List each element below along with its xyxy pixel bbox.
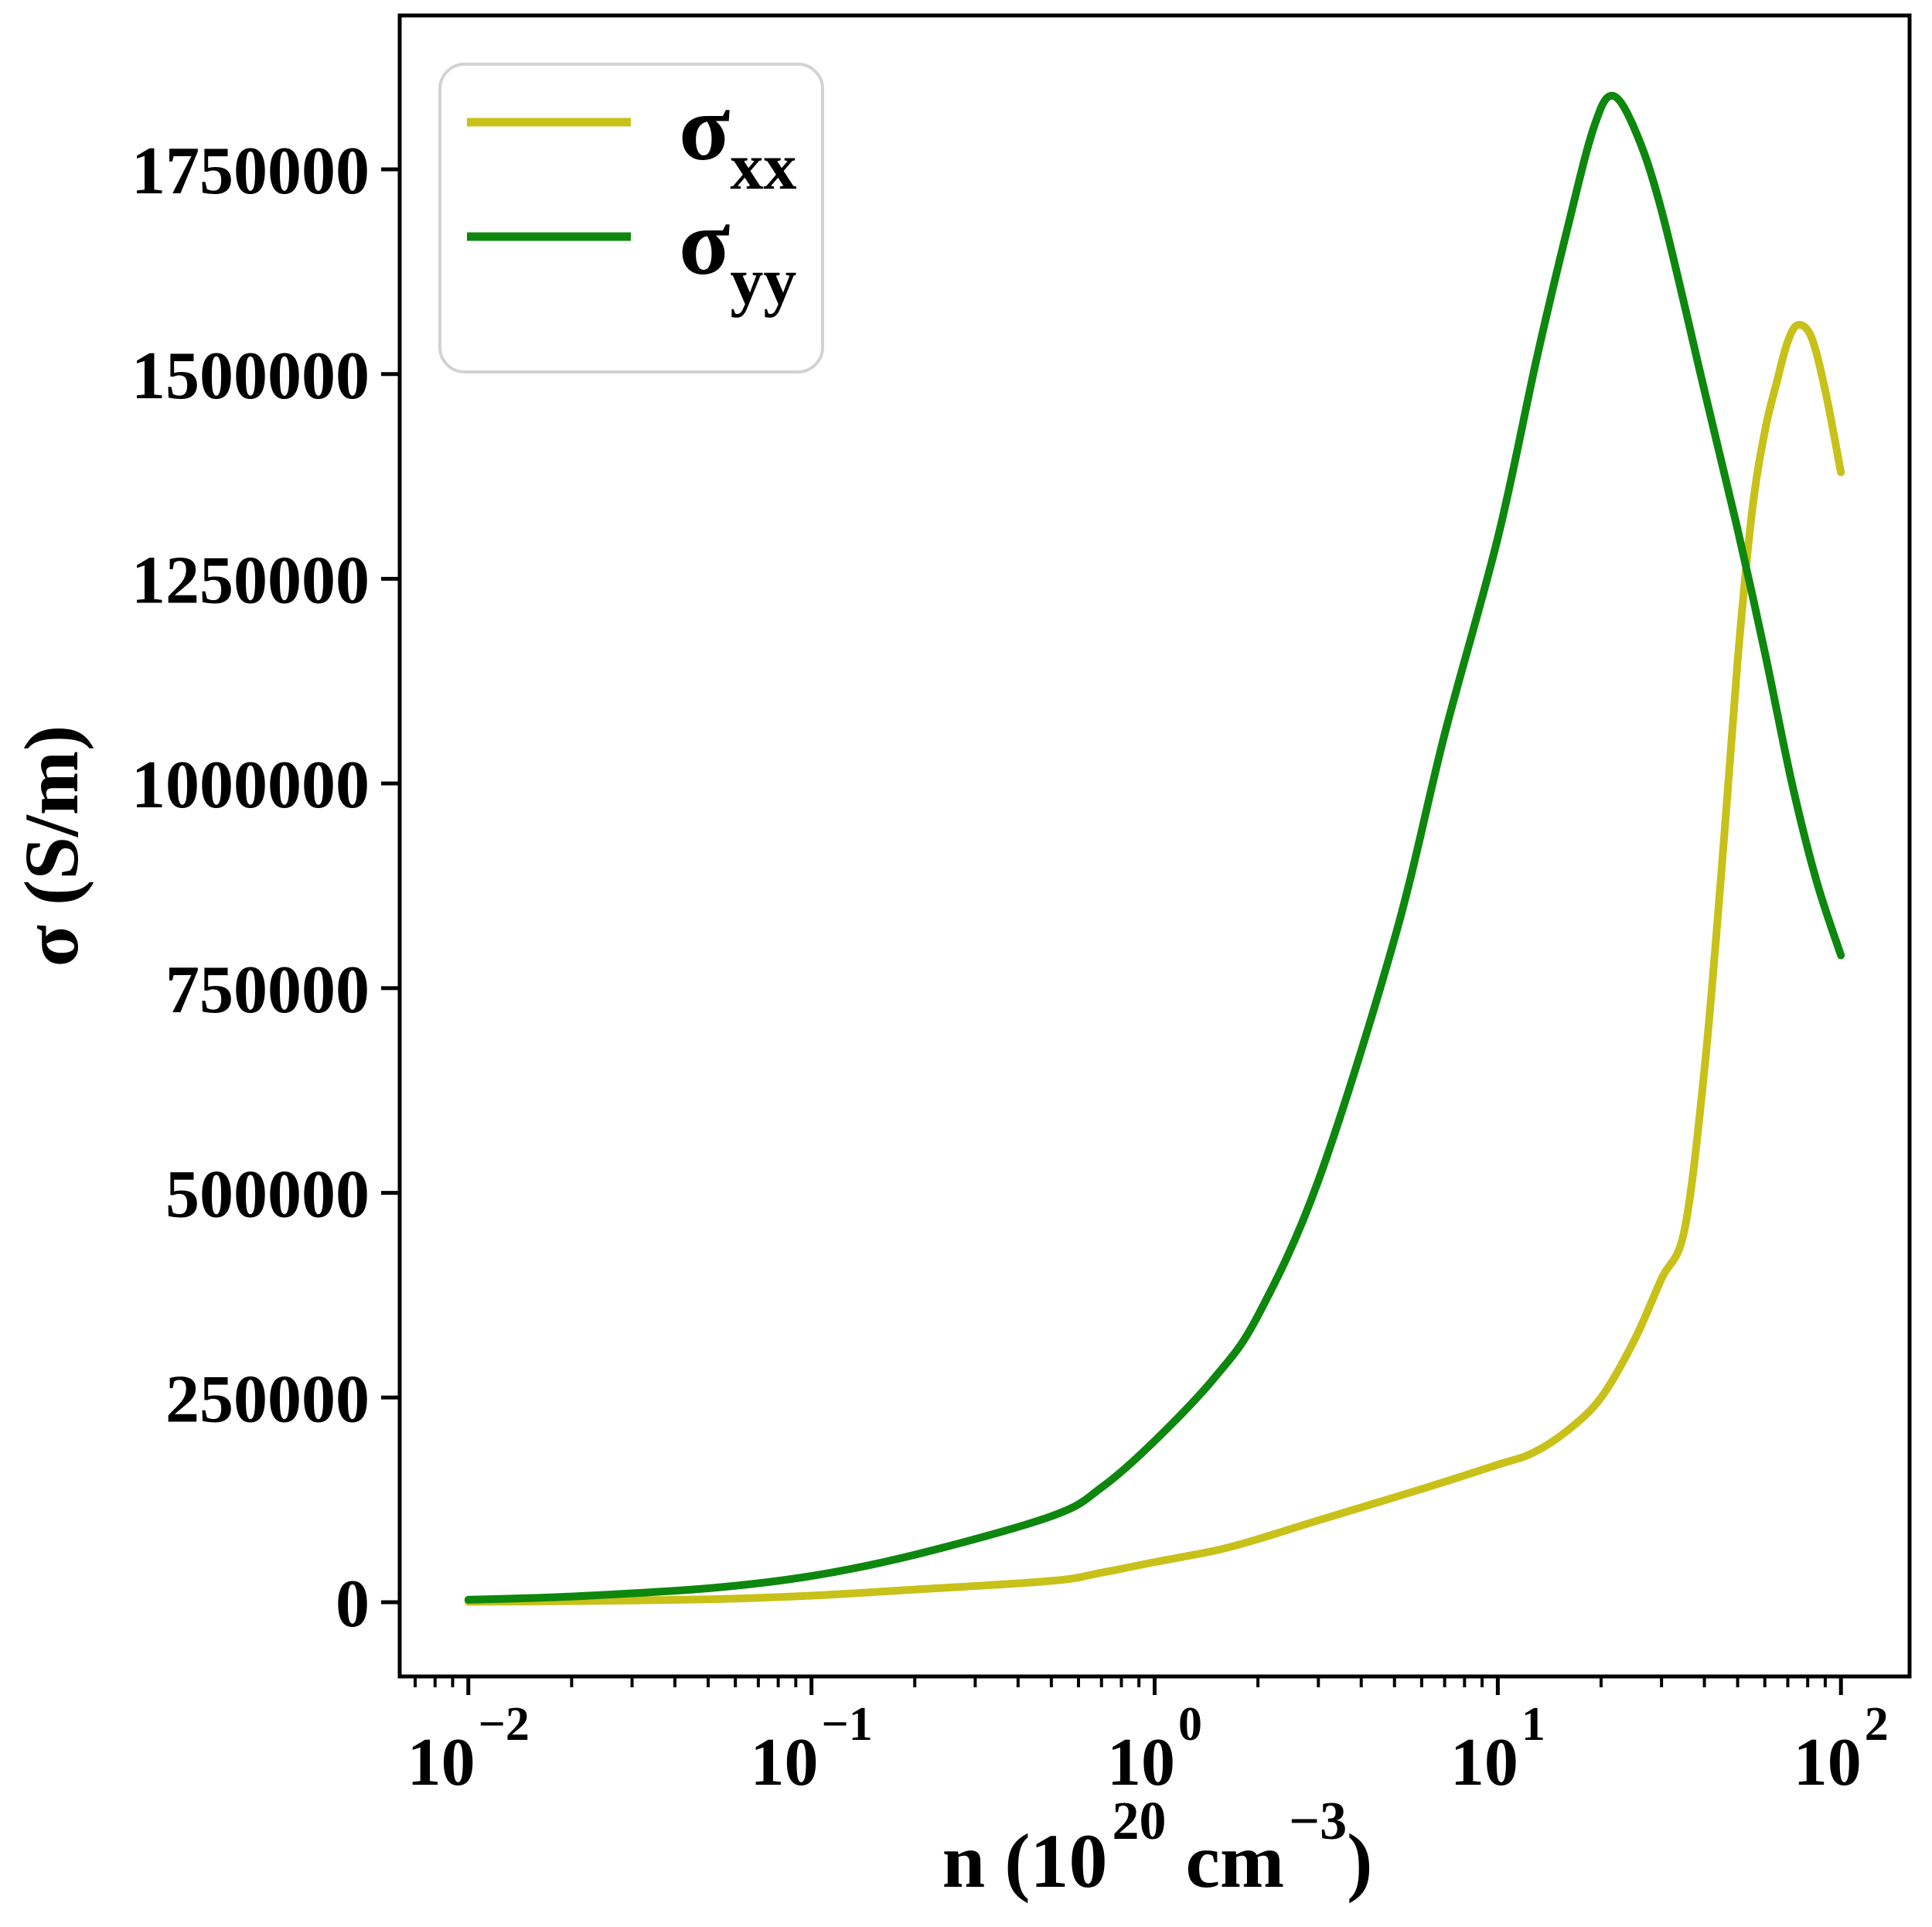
y-axis-title: σ (S/m) bbox=[9, 725, 94, 967]
x-tick-label: 10−2 bbox=[407, 1698, 530, 1800]
x-axis-title-text: n (1020 cm−3) bbox=[942, 1792, 1373, 1904]
series-line-sigma_yy bbox=[464, 91, 1845, 1604]
plot-frame bbox=[397, 13, 1912, 1679]
y-tick-label: 1500000 bbox=[131, 339, 370, 414]
x-axis-title: n (1020 cm−3) bbox=[942, 1792, 1373, 1904]
legend-label-yy: σyy bbox=[679, 190, 796, 318]
x-tick-label: 102 bbox=[1794, 1698, 1889, 1800]
x-tick-label: 100 bbox=[1107, 1698, 1202, 1800]
series-line-sigma_xx bbox=[464, 321, 1845, 1606]
x-tick-label: 101 bbox=[1450, 1698, 1545, 1800]
legend-label-xx: σxx bbox=[679, 76, 796, 203]
data-series bbox=[464, 91, 1845, 1606]
y-tick-label: 0 bbox=[336, 1567, 370, 1642]
x-axis-tick-labels: 10−2 10−1 100 101 102 bbox=[407, 1698, 1889, 1800]
x-tick-label: 10−1 bbox=[750, 1698, 872, 1800]
y-axis-tick-labels: 0 250000 500000 750000 1000000 1250000 1500000… bbox=[131, 134, 370, 1642]
y-tick-label: 1750000 bbox=[131, 134, 370, 209]
y-tick-label: 1250000 bbox=[131, 543, 370, 618]
y-tick-label: 500000 bbox=[165, 1158, 370, 1233]
y-tick-label: 1000000 bbox=[131, 748, 370, 823]
y-tick-label: 750000 bbox=[165, 953, 370, 1028]
x-axis-major-ticks bbox=[466, 1676, 1843, 1695]
y-axis-major-ticks bbox=[381, 167, 400, 1605]
legend-box bbox=[438, 63, 824, 373]
y-tick-label: 250000 bbox=[165, 1362, 370, 1437]
